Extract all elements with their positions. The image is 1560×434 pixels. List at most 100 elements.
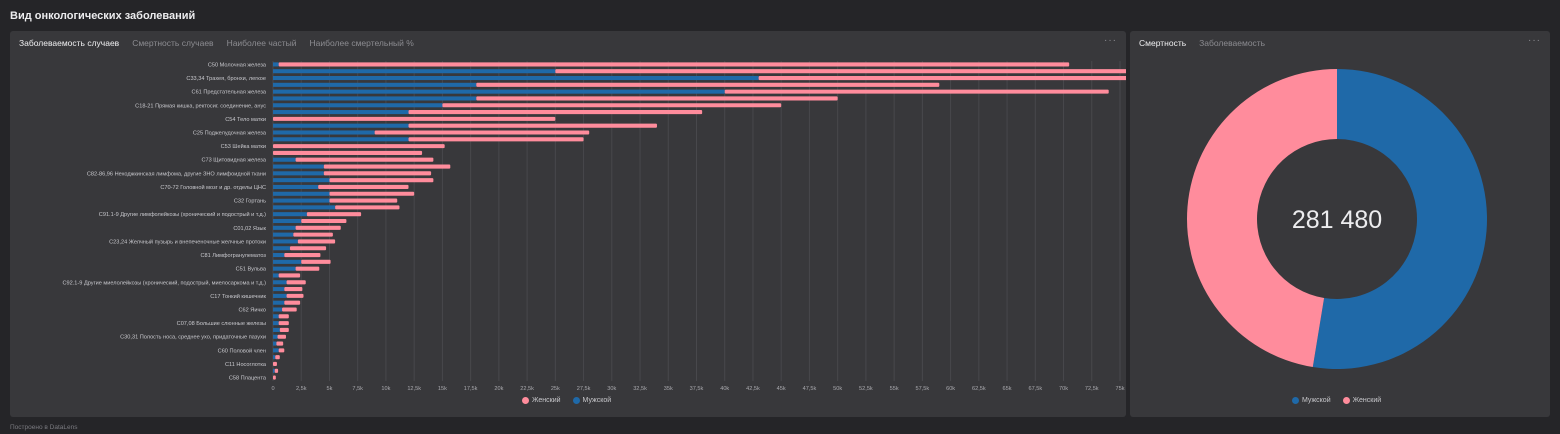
- category-label: C50 Молочная железа: [208, 62, 267, 68]
- bar-male: [273, 300, 285, 305]
- mortality-donut-chart: 281 480: [1186, 69, 1487, 369]
- category-label: C33,34 Трахея, бронхи, легкое: [186, 76, 266, 82]
- x-tick-label: 35k: [664, 386, 673, 392]
- category-label: C62 Яичко: [238, 308, 266, 314]
- bar-male: [273, 232, 294, 237]
- bar-female: [286, 293, 304, 298]
- bar-male: [273, 212, 307, 217]
- legend-male-dot-right: [1292, 397, 1299, 404]
- bar-female: [275, 355, 280, 360]
- category-label: C17 Тонкий кишечник: [210, 293, 266, 300]
- bar-female: [295, 157, 434, 162]
- bar-male: [273, 184, 319, 189]
- bar-female: [293, 232, 333, 237]
- bar-female: [323, 171, 432, 176]
- bar-male: [273, 178, 330, 183]
- tab-incidence[interactable]: Заболеваемость: [1199, 38, 1266, 48]
- tab-incidence-cases[interactable]: Заболеваемость случаев: [19, 38, 120, 48]
- bar-male: [273, 103, 443, 108]
- bar-female: [301, 259, 331, 264]
- donut-slice-female: [1186, 69, 1337, 368]
- incidence-more-menu-icon[interactable]: ···: [1104, 35, 1117, 46]
- x-tick-label: 20k: [494, 386, 503, 392]
- bar-female: [329, 178, 434, 183]
- x-tick-label: 50k: [833, 386, 842, 392]
- tab-most-deadly-percent[interactable]: Наиболее смертельный %: [309, 38, 414, 48]
- tab-mortality[interactable]: Смертность: [1139, 38, 1187, 48]
- bar-female: [278, 62, 1070, 67]
- bar-male: [273, 137, 409, 142]
- legend-item-male-right[interactable]: Мужской: [1292, 397, 1331, 404]
- bar-female: [282, 307, 297, 312]
- bar-male: [273, 355, 276, 360]
- bar-male: [273, 287, 285, 292]
- bar-male: [273, 171, 324, 176]
- legend-item-female-right[interactable]: Женский: [1342, 397, 1382, 404]
- x-tick-label: 27,5k: [577, 386, 591, 392]
- legend-male-label: Мужской: [582, 397, 612, 404]
- bar-male: [273, 280, 287, 285]
- bar-female: [273, 150, 423, 155]
- x-tick-label: 42,5k: [746, 386, 760, 392]
- tab-mortality-cases[interactable]: Смертность случаев: [132, 38, 214, 48]
- bar-male: [273, 130, 375, 135]
- legend-female-dot-right: [1342, 397, 1350, 404]
- x-tick-label: 10k: [381, 386, 390, 392]
- category-label: C82-86,96 Неходжкинская лимфома, другие …: [87, 170, 266, 177]
- bar-male: [273, 273, 279, 278]
- bar-male: [273, 321, 279, 326]
- category-label: C11 Носоглотка: [225, 362, 267, 368]
- mortality-tabs: Смертность Заболеваемость: [1139, 38, 1265, 48]
- legend-male-dot: [572, 397, 580, 404]
- bar-female: [374, 130, 590, 135]
- bar-male: [273, 307, 283, 312]
- bar-male: [273, 123, 409, 128]
- donut-center-total: 281 480: [1292, 206, 1382, 234]
- x-tick-label: 15k: [438, 386, 447, 392]
- category-label: C25 Поджелудочная железа: [193, 130, 267, 136]
- bar-male: [273, 225, 296, 230]
- category-label: C07,08 Большие слюнные железы: [177, 321, 266, 327]
- legend-item-male[interactable]: Мужской: [572, 397, 612, 404]
- bar-female: [276, 341, 284, 346]
- bar-female: [297, 239, 336, 244]
- bar-female: [329, 191, 415, 196]
- legend-item-female[interactable]: Женский: [522, 397, 561, 404]
- mortality-more-menu-icon[interactable]: ···: [1528, 35, 1541, 46]
- x-tick-label: 45k: [777, 386, 786, 392]
- bar-male: [273, 157, 296, 162]
- bar-male: [273, 191, 330, 196]
- bar-female: [278, 273, 301, 278]
- legend-female-label-right: Женский: [1352, 397, 1382, 404]
- tab-most-frequent[interactable]: Наиболее частый: [226, 38, 297, 48]
- x-tick-label: 70k: [1059, 386, 1068, 392]
- bar-female: [442, 103, 782, 108]
- bar-female: [289, 246, 327, 251]
- x-tick-label: 32,5k: [633, 386, 647, 392]
- bar-male: [273, 246, 290, 251]
- bar-male: [273, 266, 296, 271]
- bar-male: [273, 218, 302, 224]
- category-label: C60 Половой член: [218, 347, 266, 354]
- bar-female: [273, 361, 277, 367]
- bar-male: [273, 198, 330, 203]
- category-label: C58 Плацента: [229, 376, 267, 382]
- bar-female: [295, 225, 341, 230]
- mortality-legend: Мужской Женский: [1292, 397, 1381, 404]
- bar-female: [284, 287, 303, 292]
- bar-female: [301, 218, 347, 224]
- dashboard-title: Вид онкологических заболеваний: [10, 10, 196, 22]
- category-label: C92.1-9 Другие миелолейкозы (хронический…: [62, 279, 266, 286]
- x-tick-label: 5k: [327, 386, 333, 392]
- bar-male: [273, 348, 279, 353]
- bar-male: [273, 327, 280, 332]
- legend-female-label: Женский: [532, 397, 561, 404]
- incidence-panel: Заболеваемость случаев Смертность случае…: [10, 31, 1126, 417]
- bar-female: [278, 348, 285, 353]
- x-tick-label: 40k: [720, 386, 729, 392]
- bar-female: [278, 321, 289, 326]
- bar-male: [273, 259, 302, 264]
- x-tick-label: 30k: [607, 386, 616, 392]
- bar-female: [758, 75, 1126, 81]
- bar-female: [273, 144, 445, 149]
